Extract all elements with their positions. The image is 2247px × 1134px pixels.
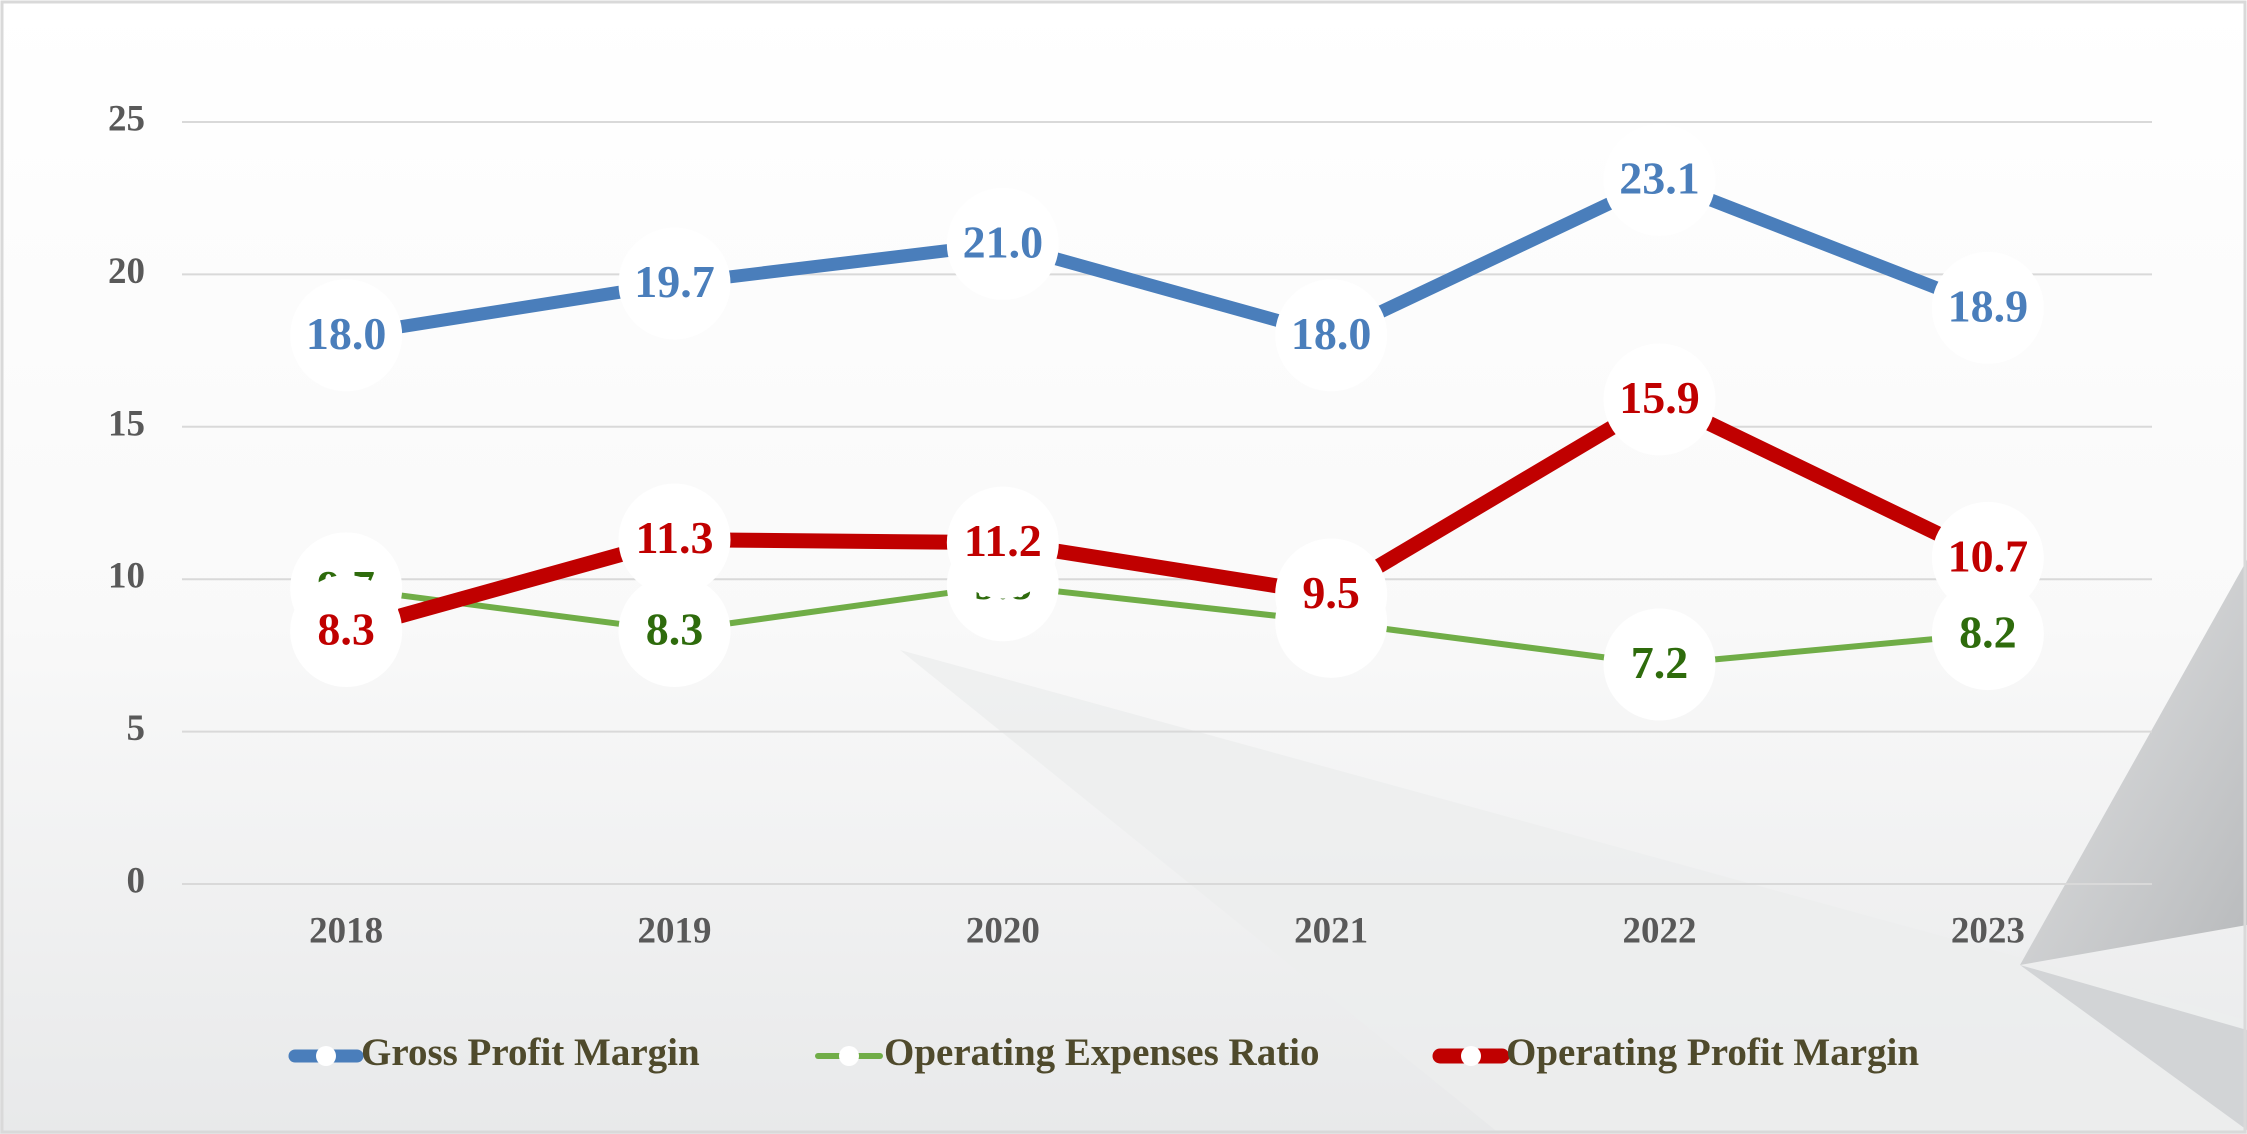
data-label: 18.9	[1948, 280, 2029, 331]
y-tick-label: 5	[127, 708, 146, 749]
x-tick-label: 2019	[638, 910, 712, 951]
data-point	[290, 279, 403, 392]
data-point	[618, 227, 731, 340]
y-tick-label: 10	[108, 556, 145, 597]
data-label: 23.1	[1619, 152, 1700, 203]
data-point	[1275, 538, 1388, 651]
legend-label: Gross Profit Margin	[361, 1031, 700, 1074]
y-tick-label: 20	[108, 251, 145, 292]
legend-marker	[1461, 1046, 1481, 1066]
data-label: 8.3	[317, 604, 375, 655]
data-point	[1603, 608, 1716, 721]
data-label: 8.2	[1959, 607, 2017, 658]
legend-marker	[839, 1046, 859, 1066]
data-point	[618, 483, 731, 596]
data-label: 8.3	[646, 604, 704, 655]
data-point	[290, 575, 403, 688]
x-tick-label: 2023	[1951, 910, 2025, 951]
data-label: 10.7	[1948, 530, 2029, 581]
data-label: 18.0	[306, 308, 387, 359]
data-point	[1931, 501, 2044, 614]
x-tick-label: 2021	[1294, 910, 1368, 951]
legend-marker	[316, 1046, 336, 1066]
decoration	[2020, 560, 2247, 965]
data-label: 19.7	[634, 256, 715, 307]
series-line	[344, 391, 1992, 639]
data-point	[946, 187, 1059, 300]
y-tick-label: 0	[127, 860, 146, 901]
x-tick-label: 2018	[309, 910, 383, 951]
data-point	[946, 486, 1059, 599]
data-label: 9.5	[1302, 567, 1360, 618]
x-tick-label: 2020	[966, 910, 1040, 951]
data-label: 11.2	[964, 515, 1042, 566]
y-tick-label: 15	[108, 403, 145, 444]
data-point	[1603, 123, 1716, 236]
data-label: 18.0	[1291, 308, 1372, 359]
y-tick-label: 25	[108, 98, 145, 139]
legend-label: Operating Expenses Ratio	[884, 1031, 1320, 1074]
data-label: 15.9	[1619, 372, 1700, 423]
data-label: 21.0	[963, 216, 1044, 267]
x-tick-label: 2022	[1623, 910, 1697, 951]
data-point	[1603, 343, 1716, 456]
data-point	[1275, 279, 1388, 392]
legend-label: Operating Profit Margin	[1506, 1031, 1919, 1074]
data-point	[1931, 251, 2044, 364]
data-point	[618, 575, 731, 688]
decoration	[2020, 965, 2247, 1130]
data-label: 11.3	[636, 512, 714, 563]
decoration	[900, 650, 2247, 1134]
data-label: 7.2	[1631, 637, 1689, 688]
